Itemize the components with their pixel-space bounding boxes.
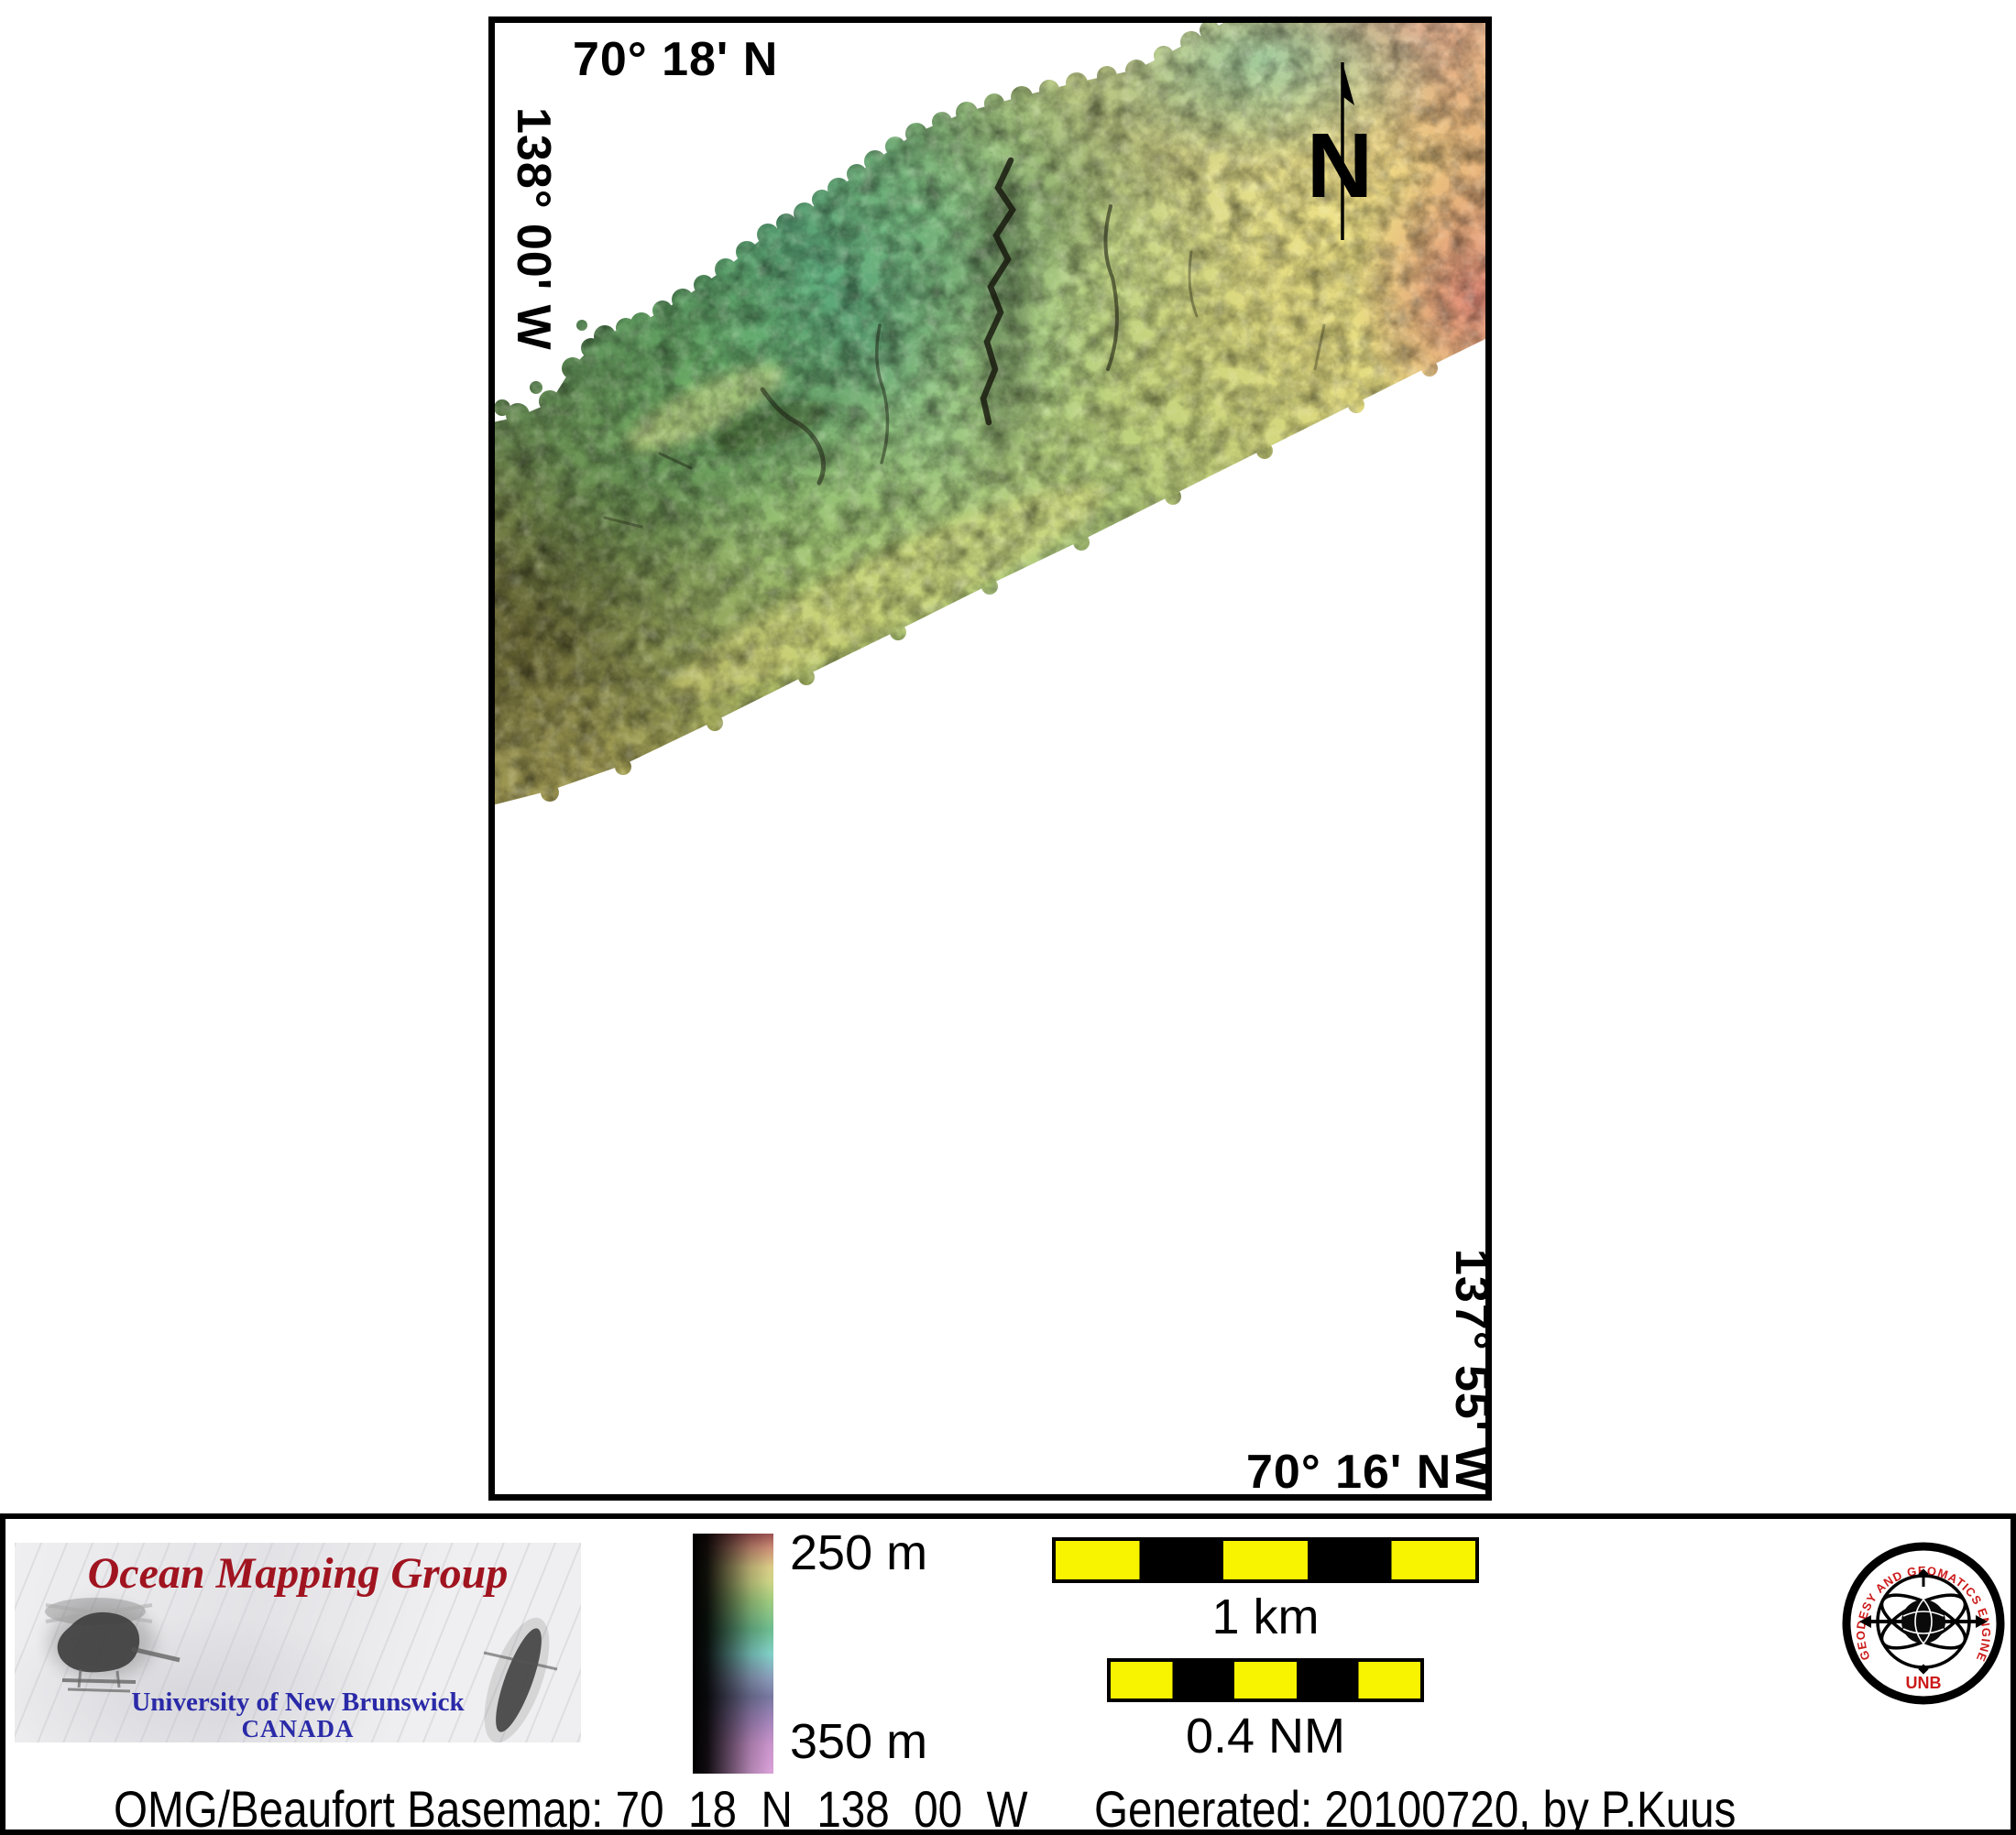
omg-title: Ocean Mapping Group <box>87 1549 509 1598</box>
ship-silhouette-icon <box>483 1617 558 1742</box>
latitude-label-top: 70° 18' N <box>573 33 779 86</box>
map-frame: N 70° 18' N 138° 00' W 137° 55' W 70° 16… <box>488 16 1498 1501</box>
north-arrow-label: N <box>1307 115 1373 217</box>
unb-seal: GEODESY AND GEOMATICS ENGINEERING UNB <box>1839 1539 2005 1705</box>
footer-bar: Ocean Mapping Group University of New Br… <box>0 1513 2016 1835</box>
country-label: CANADA <box>241 1715 355 1742</box>
scalebar-nm <box>1107 1658 1424 1702</box>
scalebar-km <box>1052 1537 1479 1583</box>
depth-label-shallow: 250 m <box>790 1525 928 1580</box>
depth-colorbar <box>693 1534 773 1774</box>
footer-generated-text: Generated: 20100720, by P.Kuus <box>1094 1780 1737 1835</box>
north-arrow-icon: N <box>1307 62 1373 240</box>
bathymetry-swath: N <box>495 23 1485 806</box>
latitude-label-bottom: 70° 16' N <box>1246 1446 1452 1499</box>
depth-label-deep: 350 m <box>790 1714 928 1769</box>
omg-logo: Ocean Mapping Group University of New Br… <box>15 1543 581 1742</box>
scalebar-km-label: 1 km <box>1211 1589 1320 1644</box>
scalebar-nm-label: 0.4 NM <box>1185 1709 1346 1764</box>
helicopter-silhouette-icon <box>45 1598 181 1693</box>
longitude-label-right: 137° 55' W <box>1445 1249 1498 1492</box>
footer-basemap-text: OMG/Beaufort Basemap: 70_18_N_138_00_W <box>114 1780 1028 1835</box>
longitude-label-left: 138° 00' W <box>507 107 560 351</box>
seal-acronym: UNB <box>1906 1674 1942 1692</box>
seafloor-scour-marks <box>603 157 1326 529</box>
university-label: University of New Brunswick <box>131 1688 465 1717</box>
